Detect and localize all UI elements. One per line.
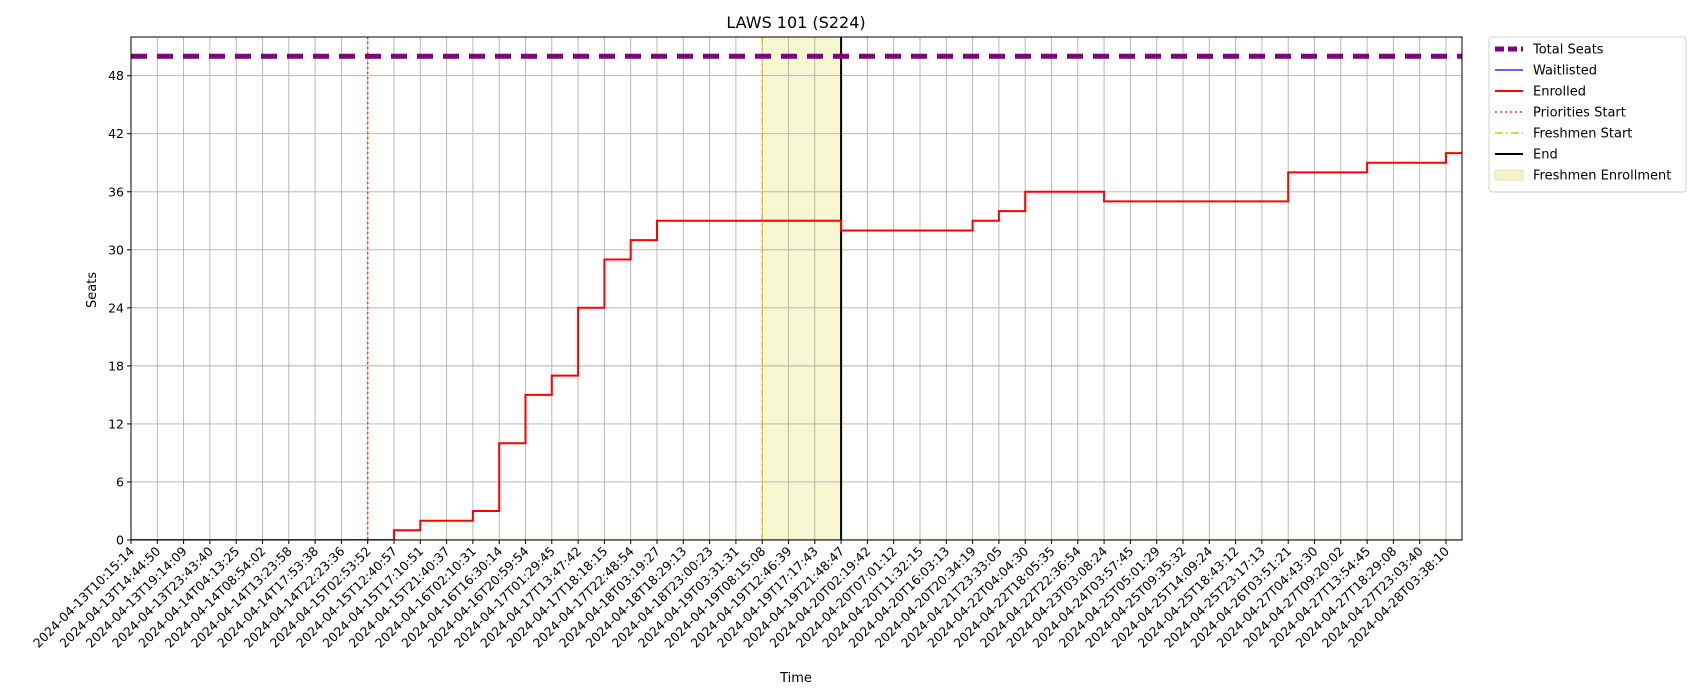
- legend-label: Freshmen Start: [1533, 127, 1632, 142]
- legend-item: Enrolled: [1495, 85, 1586, 100]
- y-tick-label: 18: [108, 358, 124, 373]
- y-tick-label: 48: [108, 68, 124, 83]
- legend-item: Priorities Start: [1495, 106, 1626, 121]
- y-axis-label: Seats: [85, 272, 100, 308]
- legend-label: Waitlisted: [1533, 64, 1597, 79]
- series-enrolled: [131, 152, 1462, 540]
- x-axis-label: Time: [779, 671, 812, 686]
- plot-area: 06121824303642482024-04-13T10:15:142024-…: [30, 36, 1463, 651]
- legend-swatch: [1494, 169, 1524, 181]
- legend-item: Freshmen Start: [1495, 127, 1632, 142]
- data-layer: [131, 37, 1462, 540]
- y-tick-label: 6: [116, 474, 124, 489]
- span-freshmen-enrollment: [762, 37, 842, 540]
- chart-title: LAWS 101 (S224): [726, 13, 865, 32]
- legend-label: Priorities Start: [1533, 106, 1626, 121]
- legend-label: Total Seats: [1532, 43, 1604, 58]
- legend-label: Freshmen Enrollment: [1533, 169, 1671, 184]
- legend-item: End: [1495, 148, 1558, 163]
- legend-label: Enrolled: [1533, 85, 1586, 100]
- y-tick-label: 30: [108, 242, 124, 257]
- y-tick-label: 24: [108, 300, 124, 315]
- y-tick-label: 36: [108, 184, 124, 199]
- y-tick-label: 0: [116, 533, 124, 548]
- legend-label: End: [1533, 148, 1558, 163]
- y-tick-label: 12: [108, 416, 124, 431]
- legend-item: Waitlisted: [1495, 64, 1597, 79]
- legend-box: [1488, 36, 1687, 193]
- legend-item: Total Seats: [1495, 43, 1604, 58]
- y-tick-label: 42: [108, 126, 124, 141]
- plot-frame: [130, 36, 1463, 541]
- legend: Total Seats Waitlisted Enrolled Priorities …: [1488, 36, 1687, 193]
- legend-item: Freshmen Enrollment: [1494, 169, 1671, 184]
